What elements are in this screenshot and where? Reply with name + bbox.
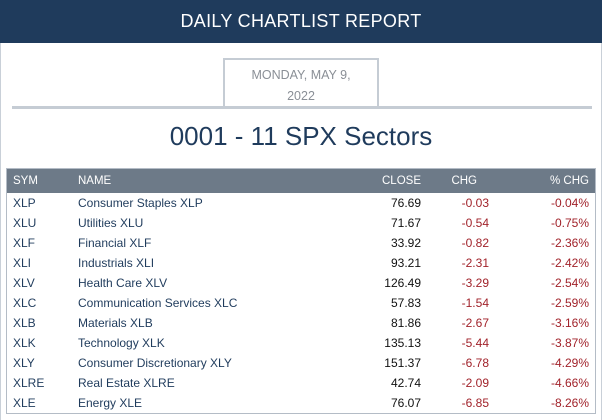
percent-change-value: -2.36% [550, 236, 589, 250]
close-value: 76.07 [390, 396, 421, 410]
symbol-link[interactable]: XLE [13, 396, 36, 410]
symbol-link[interactable]: XLF [13, 236, 36, 250]
symbol-link[interactable]: XLC [13, 296, 37, 310]
column-header-close[interactable]: CLOSE [382, 175, 421, 187]
name-link[interactable]: Utilities XLU [78, 216, 144, 230]
close-value: 93.21 [390, 256, 421, 270]
report-date: MONDAY, MAY 9, 2022 [223, 58, 379, 108]
percent-change-value: -4.66% [550, 376, 589, 390]
percent-change-value: -8.26% [550, 396, 589, 410]
table-row: XLB Materials XLB 81.86 -2.67 -3.16% [7, 313, 595, 333]
percent-change-value: -3.87% [550, 336, 589, 350]
name-link[interactable]: Financial XLF [78, 236, 152, 250]
percent-change-value: -0.04% [550, 196, 589, 210]
name-link[interactable]: Communication Services XLC [78, 296, 238, 310]
symbol-link[interactable]: XLRE [13, 376, 45, 390]
table-row: XLC Communication Services XLC 57.83 -1.54 -… [7, 293, 595, 313]
name-link[interactable]: Technology XLK [78, 336, 165, 350]
report-date-line1: MONDAY, MAY 9, [251, 68, 351, 82]
close-value: 135.13 [384, 336, 421, 350]
table-header-row: SYM NAME CLOSE CHG % CHG [7, 169, 595, 193]
change-value: -3.29 [461, 276, 489, 290]
percent-change-value: -0.75% [550, 216, 589, 230]
symbol-link[interactable]: XLU [13, 216, 37, 230]
sector-table: SYM NAME CLOSE CHG % CHG XLP Consumer Sta… [6, 168, 596, 414]
symbol-link[interactable]: XLV [13, 276, 35, 290]
percent-change-value: -2.54% [550, 276, 589, 290]
close-value: 76.69 [390, 196, 421, 210]
table-row: XLRE Real Estate XLRE 42.74 -2.09 -4.66% [7, 373, 595, 393]
percent-change-value: -3.16% [550, 316, 589, 330]
divider [12, 106, 592, 109]
change-value: -1.54 [461, 296, 489, 310]
table-row: XLE Energy XLE 76.07 -6.85 -8.26% [7, 393, 595, 413]
close-value: 57.83 [390, 296, 421, 310]
name-link[interactable]: Materials XLB [78, 316, 153, 330]
percent-change-value: -2.59% [550, 296, 589, 310]
table-row: XLP Consumer Staples XLP 76.69 -0.03 -0.04% [7, 193, 595, 213]
report-header-title: DAILY CHARTLIST REPORT [180, 11, 422, 31]
name-link[interactable]: Real Estate XLRE [78, 376, 175, 390]
change-value: -2.31 [461, 256, 489, 270]
close-value: 81.86 [390, 316, 421, 330]
percent-change-value: -2.42% [550, 256, 589, 270]
table-row: XLI Industrials XLI 93.21 -2.31 -2.42% [7, 253, 595, 273]
chartlist-title: 0001 - 11 SPX Sectors [169, 121, 433, 151]
column-header-pct-chg[interactable]: % CHG [550, 175, 589, 187]
column-header-name[interactable]: NAME [78, 175, 112, 187]
change-value: -5.44 [461, 336, 489, 350]
close-value: 126.49 [384, 276, 421, 290]
close-value: 42.74 [390, 376, 421, 390]
change-value: -6.85 [461, 396, 489, 410]
symbol-link[interactable]: XLK [13, 336, 36, 350]
close-value: 33.92 [390, 236, 421, 250]
column-header-sym[interactable]: SYM [13, 175, 38, 187]
table-row: XLU Utilities XLU 71.67 -0.54 -0.75% [7, 213, 595, 233]
change-value: -2.67 [461, 316, 489, 330]
name-link[interactable]: Health Care XLV [78, 276, 168, 290]
name-link[interactable]: Industrials XLI [78, 256, 155, 270]
column-header-chg[interactable]: CHG [451, 175, 477, 187]
table-row: XLK Technology XLK 135.13 -5.44 -3.87% [7, 333, 595, 353]
symbol-link[interactable]: XLY [13, 356, 35, 370]
change-value: -6.78 [461, 356, 489, 370]
close-value: 151.37 [384, 356, 421, 370]
change-value: -0.54 [461, 216, 489, 230]
change-value: -0.03 [461, 196, 489, 210]
table-row: XLY Consumer Discretionary XLY 151.37 -6.78… [7, 353, 595, 373]
name-link[interactable]: Consumer Staples XLP [78, 196, 203, 210]
symbol-link[interactable]: XLB [13, 316, 36, 330]
close-value: 71.67 [390, 216, 421, 230]
symbol-link[interactable]: XLP [13, 196, 36, 210]
name-link[interactable]: Consumer Discretionary XLY [78, 356, 232, 370]
name-link[interactable]: Energy XLE [78, 396, 143, 410]
percent-change-value: -4.29% [550, 356, 589, 370]
change-value: -0.82 [461, 236, 489, 250]
table-row: XLV Health Care XLV 126.49 -3.29 -2.54% [7, 273, 595, 293]
symbol-link[interactable]: XLI [13, 256, 32, 270]
change-value: -2.09 [461, 376, 489, 390]
report-date-line2: 2022 [287, 89, 315, 103]
table-row: XLF Financial XLF 33.92 -0.82 -2.36% [7, 233, 595, 253]
report-header: DAILY CHARTLIST REPORT [0, 0, 602, 43]
